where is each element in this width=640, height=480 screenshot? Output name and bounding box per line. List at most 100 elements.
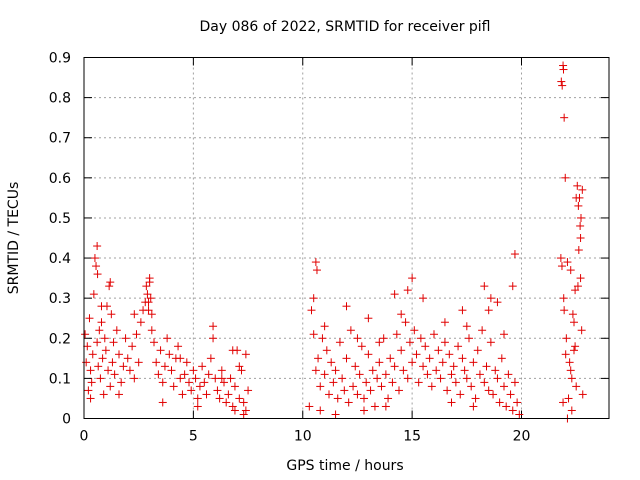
data-point [93, 242, 102, 251]
data-point [430, 330, 438, 339]
data-point [357, 342, 366, 351]
data-point [578, 390, 587, 399]
data-point [377, 382, 386, 391]
data-point [193, 402, 202, 411]
data-point [381, 370, 390, 379]
data-point [316, 406, 325, 415]
y-tick-label: 0.1 [49, 371, 71, 387]
data-point [311, 258, 320, 267]
data-point [176, 354, 185, 363]
y-tick-label: 0.7 [49, 131, 71, 147]
y-tick-label: 0.6 [49, 171, 71, 187]
x-axis-label: GPS time / hours [286, 458, 403, 474]
data-point [436, 374, 445, 383]
data-point [493, 374, 502, 383]
data-point [390, 290, 399, 299]
axis-ticks: 0 0.1 0.2 0.3 0.4 0.5 0.6 0.7 0.8 0.9 0 5 10 15 20 [49, 51, 609, 445]
data-point [100, 334, 109, 343]
data-point [427, 382, 436, 391]
data-point [465, 334, 473, 343]
data-point [370, 402, 379, 411]
data-point [560, 306, 569, 315]
data-point [144, 306, 153, 315]
data-point [147, 326, 156, 335]
data-point [134, 358, 143, 367]
data-point [366, 386, 375, 395]
data-point [311, 366, 320, 375]
data-point [349, 382, 358, 391]
data-point [576, 234, 585, 242]
data-point [360, 406, 368, 415]
data-point [144, 298, 153, 307]
data-point [353, 334, 362, 343]
data-point [305, 402, 314, 411]
x-tick-label: 5 [189, 429, 198, 445]
data-point [561, 350, 570, 359]
data-point [109, 338, 118, 347]
data-point [187, 386, 196, 395]
data-point [395, 386, 403, 395]
y-tick-label: 0 [62, 412, 71, 428]
y-tick-label: 0.3 [49, 291, 71, 307]
data-point [493, 298, 502, 307]
data-point [559, 65, 568, 74]
data-point [84, 386, 93, 395]
data-point [462, 322, 471, 331]
data-point [364, 314, 373, 323]
data-point [228, 346, 237, 355]
data-point [200, 378, 209, 387]
data-point [577, 326, 586, 335]
data-point [180, 370, 189, 379]
data-point [346, 326, 355, 335]
data-point [410, 326, 419, 335]
data-point [355, 370, 364, 379]
data-point [117, 378, 126, 387]
x-tick-label: 10 [294, 429, 312, 445]
data-point [104, 366, 113, 375]
data-point [320, 322, 329, 331]
data-point [451, 378, 460, 387]
data-point [379, 334, 388, 343]
data-point [121, 334, 130, 343]
data-point [89, 290, 98, 299]
data-point [327, 358, 336, 367]
data-point [397, 310, 406, 319]
data-point [202, 390, 211, 399]
data-point [193, 394, 202, 403]
data-point [566, 266, 575, 275]
data-point [403, 286, 412, 295]
data-point [578, 185, 587, 194]
data-point [399, 366, 408, 375]
data-point [388, 378, 397, 387]
data-point [206, 354, 215, 363]
data-point [557, 262, 566, 271]
data-point [90, 254, 99, 263]
data-point [419, 362, 428, 371]
data-point [142, 282, 151, 291]
data-point [440, 318, 449, 327]
y-tick-label: 0.5 [49, 211, 71, 227]
data-point [572, 382, 581, 391]
data-point [495, 398, 504, 407]
data-point [484, 386, 493, 395]
data-point [425, 354, 434, 363]
data-point [419, 294, 428, 303]
data-point [81, 330, 90, 339]
data-point [241, 350, 250, 359]
data-point [329, 378, 338, 387]
data-point [565, 358, 574, 367]
data-point [480, 282, 489, 291]
data-point [510, 378, 519, 387]
data-point [105, 282, 114, 291]
data-point [331, 366, 340, 375]
data-point [110, 370, 119, 379]
data-point [309, 330, 318, 339]
data-point [456, 390, 465, 399]
data-point [342, 302, 351, 311]
data-point [160, 362, 169, 371]
data-point [237, 366, 246, 375]
data-point [132, 330, 141, 339]
data-point [112, 326, 121, 335]
data-point [239, 398, 248, 407]
y-tick-label: 0.4 [49, 251, 71, 267]
